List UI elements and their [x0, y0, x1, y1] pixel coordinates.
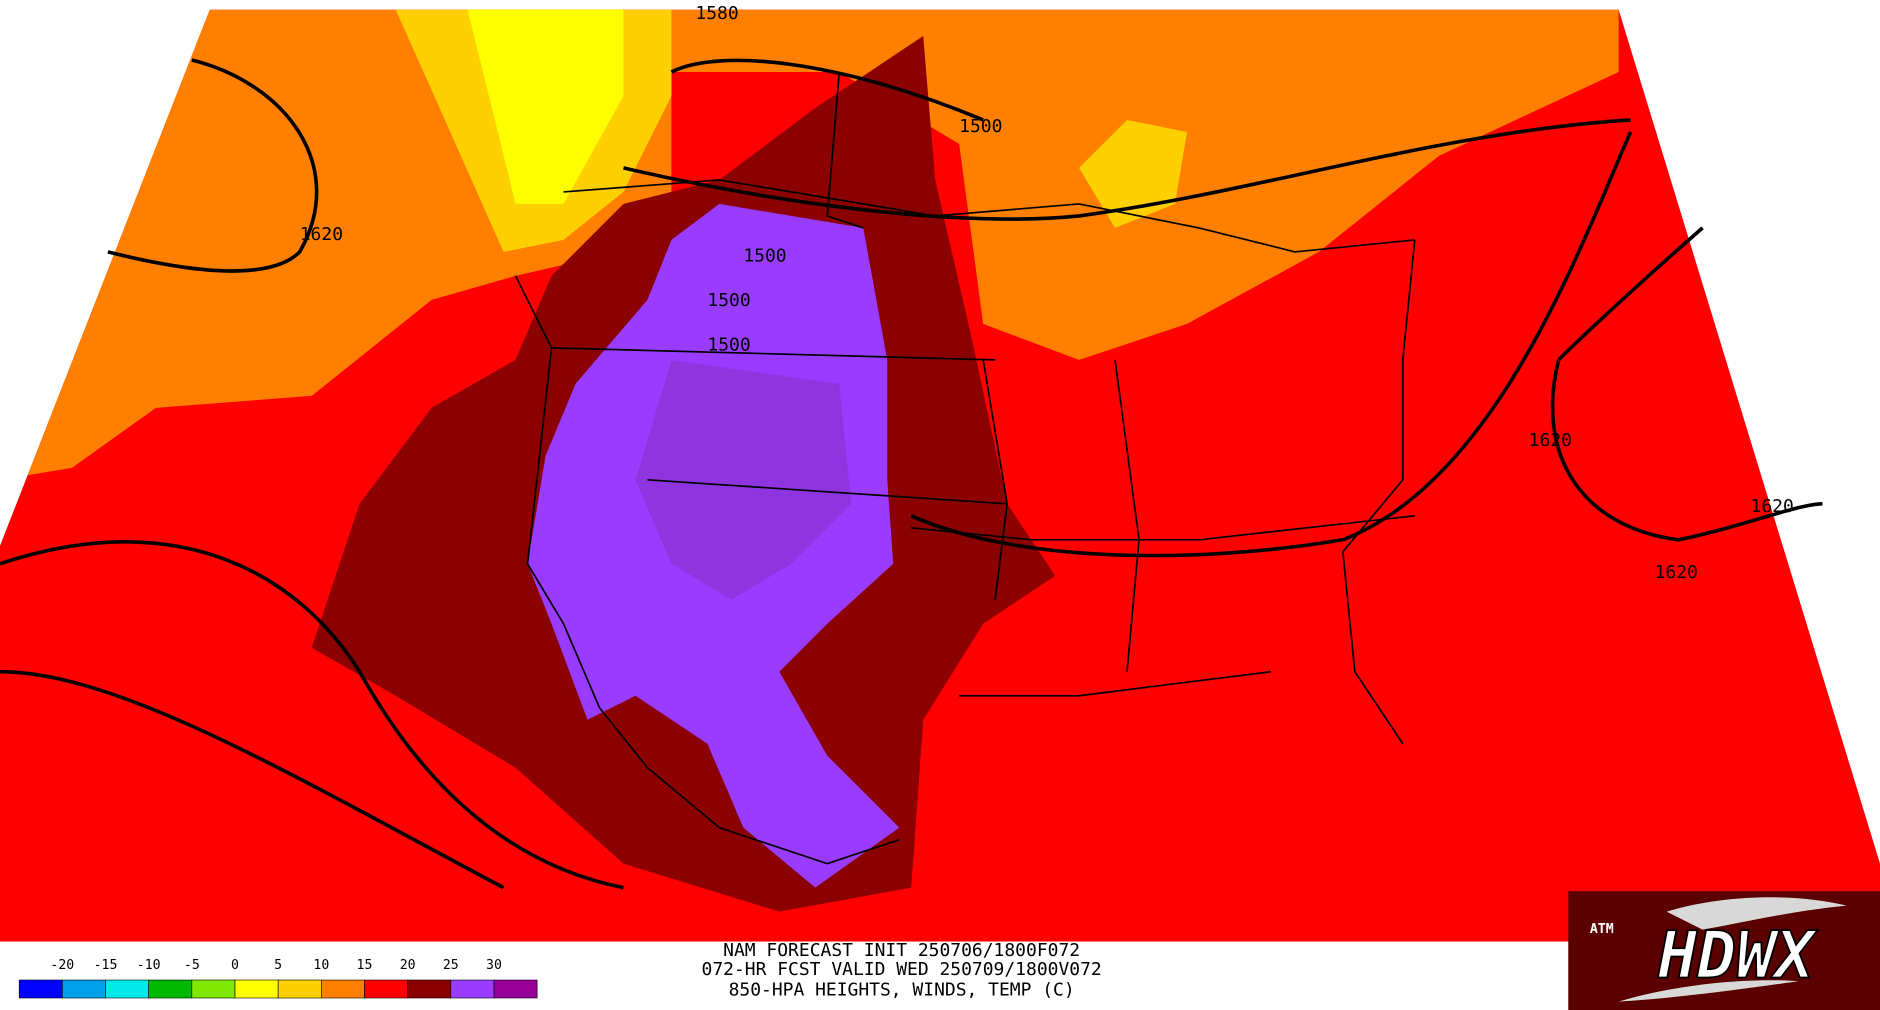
contour-label: 1500: [743, 245, 786, 266]
legend-swatch: [407, 979, 452, 999]
contour-label: 1620: [300, 224, 343, 245]
legend-swatch: [364, 979, 408, 999]
legend-swatch: [191, 979, 236, 999]
legend-swatch: [234, 979, 279, 999]
hottest-core: [635, 359, 852, 600]
legend-swatch: [62, 979, 106, 999]
logo-badge: ATM: [1590, 922, 1614, 937]
contour-label: 1620: [1655, 562, 1698, 583]
caption-line: 850-HPA HEIGHTS, WINDS, TEMP (C): [729, 980, 1075, 1001]
legend-label: -10: [137, 958, 161, 973]
contour-label: 1620: [1529, 430, 1572, 451]
legend-label: 25: [443, 958, 459, 973]
contour-labels: 1620 1500 1580 1500 1500 1500 1620 1620 …: [300, 3, 1794, 583]
legend-swatch: [18, 979, 63, 999]
color-legend: -20 -15 -10 -5 0 5 10 15 20 25 30: [18, 958, 538, 999]
logo-swirl: [1618, 897, 1847, 1002]
legend-swatch: [321, 979, 365, 999]
contour-label: 1500: [959, 116, 1002, 137]
caption-line: 072-HR FCST VALID WED 250709/1800V072: [702, 959, 1102, 980]
legend-swatch: [148, 979, 193, 999]
cool-area: [0, 9, 1619, 480]
contour-label: 1620: [1751, 496, 1794, 517]
borders: [514, 71, 1416, 865]
legend-swatch: [450, 979, 495, 999]
contour-label: 1580: [695, 3, 738, 24]
legend-label: 5: [274, 958, 282, 973]
logo: ATM HDWX: [1568, 891, 1880, 1010]
cooler-area: [1079, 119, 1187, 228]
contour-label: 1500: [707, 290, 750, 311]
logo-text: HDWX: [1657, 919, 1818, 994]
coolest-area: [467, 9, 624, 204]
legend-label: 20: [400, 958, 416, 973]
legend-swatch: [105, 979, 149, 999]
contour-label: 1500: [707, 334, 750, 355]
legend-label: 30: [486, 958, 502, 973]
legend-label: -5: [184, 958, 200, 973]
legend-label: 0: [231, 958, 239, 973]
legend-label: -20: [50, 958, 74, 973]
legend-label: 10: [313, 958, 329, 973]
caption: NAM FORECAST INIT 250706/1800F072 072-HR…: [702, 940, 1102, 1001]
legend-swatch: [277, 979, 322, 999]
height-contours: [0, 58, 1823, 890]
legend-label: -15: [94, 958, 118, 973]
caption-line: NAM FORECAST INIT 250706/1800F072: [723, 940, 1080, 961]
legend-label: 15: [357, 958, 373, 973]
legend-swatch: [493, 979, 538, 999]
